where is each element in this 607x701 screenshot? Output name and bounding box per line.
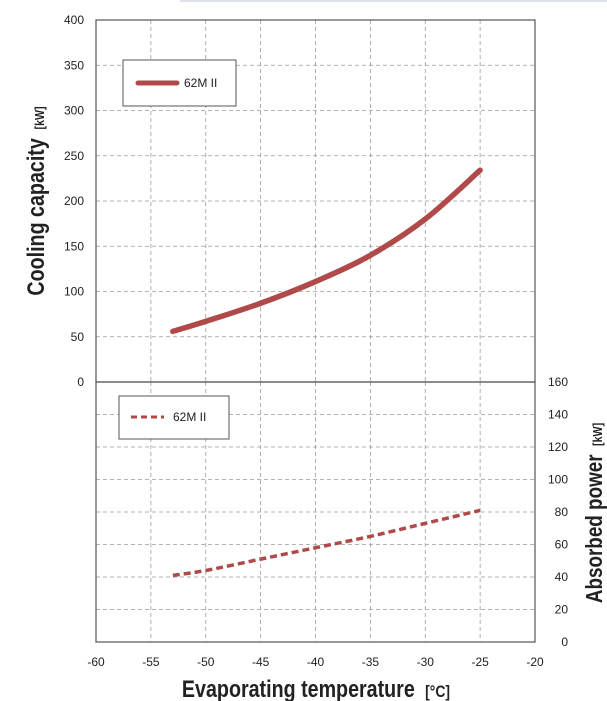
bottom-y-axis-title: Absorbed power [kW] [582, 423, 607, 603]
top-series-group [170, 167, 483, 335]
x-tick-label: -50 [197, 655, 215, 669]
top-y-axis-title-text: Cooling capacity [22, 138, 49, 296]
top-panel-grid [96, 20, 535, 382]
bottom-y-tick-label: 140 [548, 408, 568, 422]
top-y-tick-label: 150 [64, 239, 84, 253]
bottom-y-tick-label: 100 [548, 473, 568, 487]
bottom-y-tick-label: 80 [555, 505, 569, 519]
bottom-y-tick-label: 60 [555, 538, 569, 552]
bottom-series-line [172, 508, 481, 578]
top-series-line [170, 167, 483, 335]
x-axis-unit: [°C] [425, 683, 450, 701]
x-tick-labels: -60 -55 -50 -45 -40 -35 -30 -25 -20 [87, 655, 544, 669]
bottom-panel-frame [95, 381, 536, 643]
top-y-axis-title: Cooling capacity [kW] [22, 106, 49, 295]
x-axis-title: Evaporating temperature [°C] [182, 675, 450, 701]
top-y-tick-label: 0 [77, 375, 84, 389]
top-y-tick-label: 300 [64, 104, 84, 118]
bottom-y-tick-label: 40 [555, 570, 569, 584]
bottom-series-group [172, 508, 481, 578]
bottom-legend-label: 62M II [173, 410, 206, 424]
x-tick-label: -30 [417, 655, 435, 669]
top-legend-label: 62M II [184, 76, 217, 90]
x-axis-title-text: Evaporating temperature [182, 675, 415, 701]
top-y-tick-label: 250 [64, 149, 84, 163]
x-tick-label: -25 [471, 655, 489, 669]
x-tick-label: -45 [252, 655, 270, 669]
bottom-y-tick-label: 0 [561, 635, 568, 649]
bottom-legend-box [118, 395, 230, 440]
x-tick-label: -60 [87, 655, 105, 669]
x-tick-label: -40 [307, 655, 325, 669]
bottom-y-axis-unit: [kW] [590, 423, 605, 446]
bottom-y-tick-label: 160 [548, 375, 568, 389]
top-y-tick-label: 350 [64, 58, 84, 72]
bottom-y-axis-title-text: Absorbed power [582, 454, 607, 603]
top-y-tick-label: 100 [64, 285, 84, 299]
x-tick-label: -55 [142, 655, 160, 669]
bottom-legend: 62M II [118, 395, 230, 440]
bottom-y-tick-label: 20 [555, 603, 569, 617]
top-y-tick-label: 200 [64, 194, 84, 208]
x-tick-label: -35 [362, 655, 380, 669]
bottom-y-tick-label: 120 [548, 440, 568, 454]
bottom-y-tick-labels: 0 20 40 60 80 100 120 140 160 [548, 375, 568, 649]
top-y-tick-labels: 0 50 100 150 200 250 300 350 400 [64, 13, 84, 389]
top-y-tick-label: 400 [64, 13, 84, 27]
top-y-tick-label: 50 [71, 330, 85, 344]
top-y-axis-unit: [kW] [32, 106, 47, 129]
x-tick-label: -20 [526, 655, 544, 669]
top-legend: 62M II [122, 59, 237, 107]
